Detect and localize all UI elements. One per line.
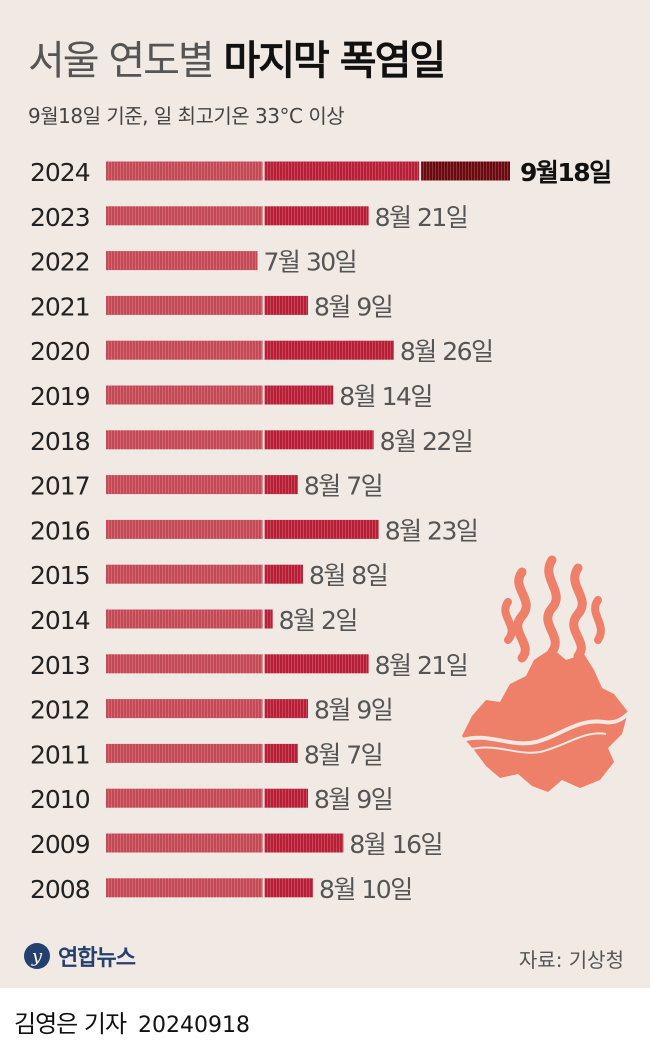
heat-wave-line [591,596,605,644]
bar-texture [106,699,263,719]
date-label: 8월 22일 [380,427,473,456]
date-label: 8월 2일 [279,606,357,635]
reporter: 김영은 기자 [14,1010,127,1038]
bar-texture [106,430,263,450]
date-label: 9월18일 [520,158,611,187]
date-label: 8월 14일 [339,382,432,411]
bar-texture [106,475,263,495]
svg-text:y: y [31,946,43,967]
bar-texture [264,385,334,405]
bar-texture [421,161,510,181]
bar-texture [264,206,369,226]
bar-texture [106,743,263,763]
seoul-map-shape [462,648,628,792]
year-label: 2017 [30,472,90,501]
year-label: 2019 [30,382,90,411]
bar-texture [264,609,273,629]
bar-texture [106,609,263,629]
bar-texture [106,385,263,405]
bar-texture [106,161,263,181]
date-label: 8월 7일 [304,472,382,501]
bar-texture [264,564,303,584]
year-label: 2014 [30,606,90,635]
bar-texture [106,206,263,226]
bar-texture [106,564,263,584]
han-river [461,710,632,746]
date-label: 8월 21일 [375,651,468,680]
credit-date: 20240918 [138,1013,251,1038]
date-label: 7월 30일 [264,248,357,277]
date-label: 8월 23일 [385,516,478,545]
date-label: 8월 9일 [314,696,392,725]
year-label: 2024 [30,158,90,187]
year-label: 2012 [30,696,90,725]
date-label: 8월 16일 [349,830,442,859]
heat-wave-line [513,567,531,663]
bar-texture [264,878,314,898]
year-label: 2018 [30,427,90,456]
bar-texture [264,340,394,360]
title-light: 서울 연도별 [28,38,215,84]
year-label: 2016 [30,516,90,545]
date-label: 8월 8일 [309,561,387,590]
bar-texture [264,654,369,674]
source-note: 자료: 기상청 [518,948,624,972]
bar-chart: 2024 9월18일 2023 8월 21일 2022 7월 30일 2021 8월 9일 20… [30,158,632,904]
year-label: 2022 [30,248,90,277]
bar-texture [106,295,263,315]
year-label: 2013 [30,651,90,680]
year-label: 2010 [30,785,90,814]
year-label: 2020 [30,337,90,366]
heat-wave-line [569,563,587,661]
bar-texture [106,878,263,898]
page-title: 서울 연도별 마지막 폭염일 [28,28,446,86]
year-label: 2008 [30,875,90,904]
year-label: 2021 [30,292,90,321]
year-label: 2015 [30,561,90,590]
bar-texture [106,251,258,271]
yonhap-logo: y 연합뉴스 [22,936,136,976]
bar-texture [264,430,374,450]
date-label: 8월 7일 [304,740,382,769]
heat-wave-line [543,555,561,657]
credit-line: 김영은 기자 20240918 [14,1004,250,1039]
chart-subtitle: 9월18일 기준, 일 최고기온 33°C 이상 [28,104,345,128]
logo-text: 연합뉴스 [58,946,136,971]
date-label: 8월 26일 [400,337,493,366]
date-label: 8월 9일 [314,292,392,321]
year-label: 2011 [30,740,90,769]
title-bold: 마지막 폭염일 [223,38,446,84]
yonhap-logo-icon: y [24,943,50,969]
heat-wave-line [501,598,516,644]
bar-texture [264,833,344,853]
year-label: 2009 [30,830,90,859]
date-label: 8월 10일 [319,875,412,904]
seoul-heat-illustration [461,555,632,792]
bar-texture [264,161,420,181]
bar-texture [264,475,298,495]
bar-texture [264,788,308,808]
bar-texture [264,743,298,763]
bar-texture [106,788,263,808]
han-river [467,732,607,754]
bar-texture [106,340,263,360]
bar-texture [264,699,308,719]
bar-texture [264,295,308,315]
bar-texture [106,654,263,674]
year-label: 2023 [30,203,90,232]
bar-texture [264,519,379,539]
date-label: 8월 9일 [314,785,392,814]
bar-texture [106,519,263,539]
bar-texture [106,833,263,853]
date-label: 8월 21일 [375,203,468,232]
